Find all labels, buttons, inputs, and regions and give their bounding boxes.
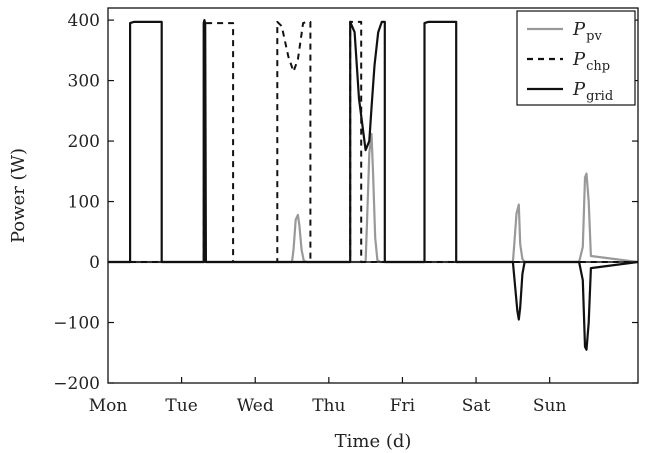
x-tick-label: Wed — [237, 396, 274, 416]
y-tick-label: 0 — [89, 253, 100, 273]
y-tick-label: 300 — [68, 72, 100, 92]
x-tick-label: Tue — [165, 396, 197, 416]
legend-entry: Pchp — [572, 49, 610, 74]
legend: Ppv Pchp Pgrid — [516, 10, 636, 106]
series-line-p-grid — [108, 19, 639, 351]
y-tick-label: −200 — [53, 374, 100, 394]
x-tick-label: Sat — [462, 396, 491, 416]
y-tick-label: 400 — [68, 11, 100, 31]
y-axis: −200 −100 0 100 200 300 400 — [53, 11, 638, 394]
x-tick-label: Mon — [89, 396, 128, 416]
y-tick-label: 200 — [68, 132, 100, 152]
x-axis-label: Time (d) — [335, 431, 412, 452]
y-axis-label: Power (W) — [8, 148, 29, 243]
series-line-p-pv — [108, 132, 639, 264]
series-layer — [108, 19, 639, 351]
plot-frame — [107, 7, 639, 384]
y-tick-label: 100 — [68, 193, 100, 213]
x-tick-label: Sun — [533, 396, 567, 416]
x-tick-label: Fri — [390, 396, 416, 416]
y-tick-label: −100 — [53, 314, 100, 334]
x-tick-label: Thu — [312, 396, 345, 416]
x-axis: Mon Tue Wed Thu Fri Sat Sun — [89, 377, 567, 416]
legend-entry: Ppv — [572, 19, 602, 44]
legend-entry: Pgrid — [572, 79, 613, 104]
